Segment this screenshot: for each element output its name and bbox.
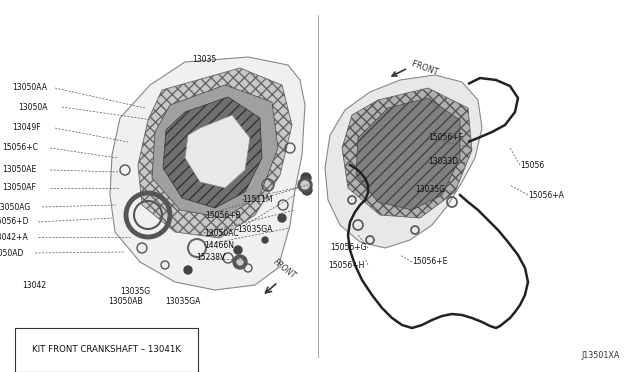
Text: 15056+G: 15056+G	[330, 244, 367, 253]
Text: 13035GA: 13035GA	[237, 225, 273, 234]
Circle shape	[301, 173, 311, 183]
Circle shape	[184, 266, 192, 274]
Polygon shape	[110, 57, 305, 290]
Text: 11511M: 11511M	[242, 196, 273, 205]
Circle shape	[301, 181, 309, 189]
Text: 15056+D: 15056+D	[0, 218, 29, 227]
Circle shape	[262, 237, 268, 243]
Text: KIT FRONT CRANKSHAFT – 13041K: KIT FRONT CRANKSHAFT – 13041K	[32, 346, 181, 355]
Text: 13050AE: 13050AE	[2, 166, 36, 174]
Text: 13050AB: 13050AB	[108, 296, 143, 305]
Circle shape	[298, 178, 312, 192]
Circle shape	[278, 214, 286, 222]
Text: 15238V: 15238V	[196, 253, 225, 263]
Text: 13049F: 13049F	[12, 124, 40, 132]
Text: 15056+F: 15056+F	[428, 134, 463, 142]
Text: J13501XA: J13501XA	[582, 351, 620, 360]
Text: 15056+E: 15056+E	[412, 257, 447, 266]
Text: 15056+A: 15056+A	[528, 190, 564, 199]
Text: 15056+C: 15056+C	[2, 144, 38, 153]
Text: 13033D: 13033D	[428, 157, 458, 167]
Polygon shape	[342, 88, 472, 218]
Text: 13035GA: 13035GA	[165, 296, 200, 305]
Polygon shape	[138, 68, 292, 238]
Text: FRONT: FRONT	[272, 258, 298, 281]
Text: 14466N: 14466N	[204, 241, 234, 250]
Text: 15056: 15056	[520, 160, 544, 170]
Text: 13035G: 13035G	[415, 186, 445, 195]
Text: 13042+A: 13042+A	[0, 232, 28, 241]
Text: 13050AD: 13050AD	[0, 248, 24, 257]
Text: 13050AG: 13050AG	[0, 202, 30, 212]
Text: FRONT: FRONT	[408, 59, 439, 77]
Text: 15056+B: 15056+B	[205, 211, 241, 219]
Circle shape	[234, 246, 242, 254]
Text: 13050A: 13050A	[18, 103, 47, 112]
Polygon shape	[185, 115, 250, 188]
Text: 13035: 13035	[192, 55, 216, 64]
Circle shape	[233, 255, 247, 269]
Circle shape	[237, 259, 243, 265]
Text: 13050AA: 13050AA	[12, 83, 47, 93]
Polygon shape	[152, 85, 278, 218]
Text: 13042: 13042	[22, 282, 46, 291]
Text: 13050AF: 13050AF	[2, 183, 36, 192]
Text: 13035G: 13035G	[120, 286, 150, 295]
Circle shape	[302, 185, 312, 195]
Polygon shape	[163, 97, 262, 208]
Text: 15056+H: 15056+H	[328, 260, 364, 269]
Polygon shape	[325, 75, 482, 248]
Polygon shape	[356, 98, 460, 210]
Text: 13050AC: 13050AC	[204, 228, 239, 237]
